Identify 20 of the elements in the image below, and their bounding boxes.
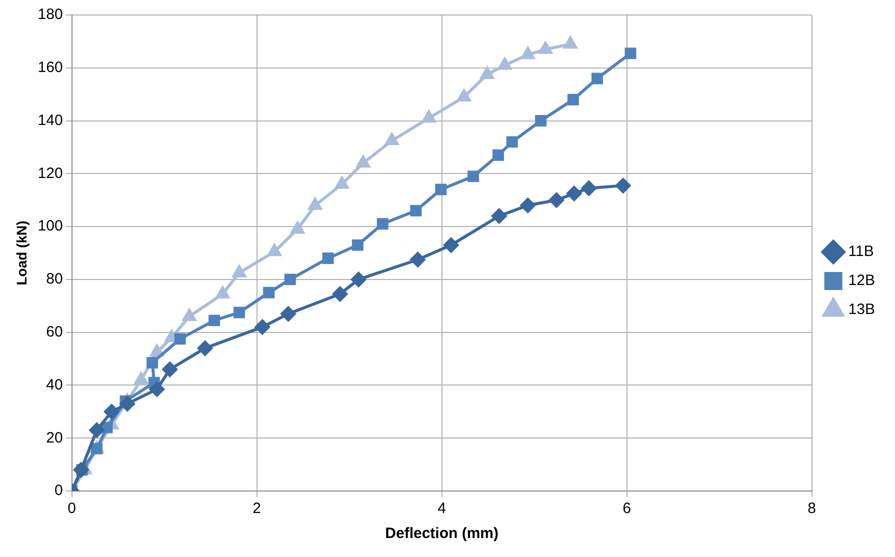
y-tick-label: 0 [54,482,63,500]
legend-label: 11B [848,243,874,260]
x-tick-label: 2 [252,500,261,518]
y-tick-label: 160 [38,59,63,76]
y-tick-label: 60 [46,323,63,340]
legend-label: 13B [848,301,876,318]
y-tick-label: 20 [46,429,63,446]
x-tick-label: 0 [68,500,76,518]
x-tick-label: 8 [808,500,816,518]
legend-label: 12B [848,272,876,290]
y-tick-label: 140 [38,112,63,129]
y-tick-label: 100 [38,218,63,235]
y-tick-label: 120 [38,164,63,182]
y-tick-label: 40 [46,376,63,394]
y-tick-label: 80 [46,270,63,288]
x-tick-label: 6 [622,500,631,518]
y-tick-label: 180 [38,6,63,24]
x-axis-title: Deflection (mm) [385,525,498,542]
y-axis-title: Load (kN) [13,220,30,286]
x-tick-label: 4 [438,500,446,518]
